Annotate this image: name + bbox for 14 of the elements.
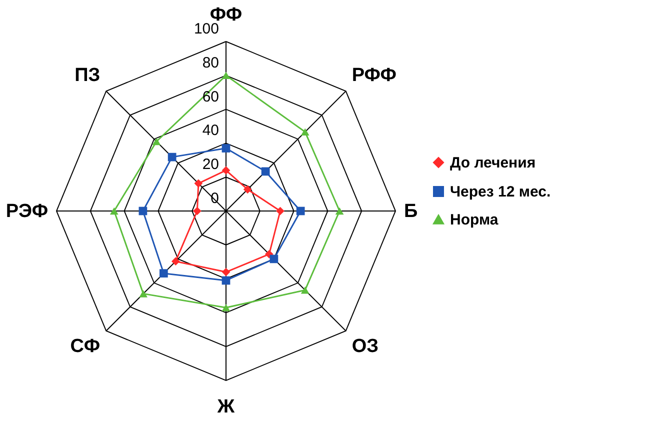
legend-label: Норма bbox=[450, 212, 499, 228]
legend-label: До лечения bbox=[450, 154, 536, 172]
spoke-label: Б bbox=[404, 201, 418, 222]
y-tick-label: 80 bbox=[202, 54, 219, 72]
legend-label: Через 12 мес. bbox=[450, 184, 551, 200]
spoke-label: ОЗ bbox=[352, 336, 379, 357]
y-tick-label: 40 bbox=[202, 122, 219, 140]
y-tick-label: 20 bbox=[202, 156, 219, 174]
spoke-label: Ж bbox=[216, 396, 236, 418]
spoke-label: СФ bbox=[70, 336, 100, 357]
y-tick-label: 60 bbox=[202, 88, 219, 106]
spoke-label: РФФ bbox=[352, 65, 396, 86]
spoke-label: РЭФ bbox=[6, 201, 48, 222]
spoke-label: ПЗ bbox=[74, 65, 100, 86]
